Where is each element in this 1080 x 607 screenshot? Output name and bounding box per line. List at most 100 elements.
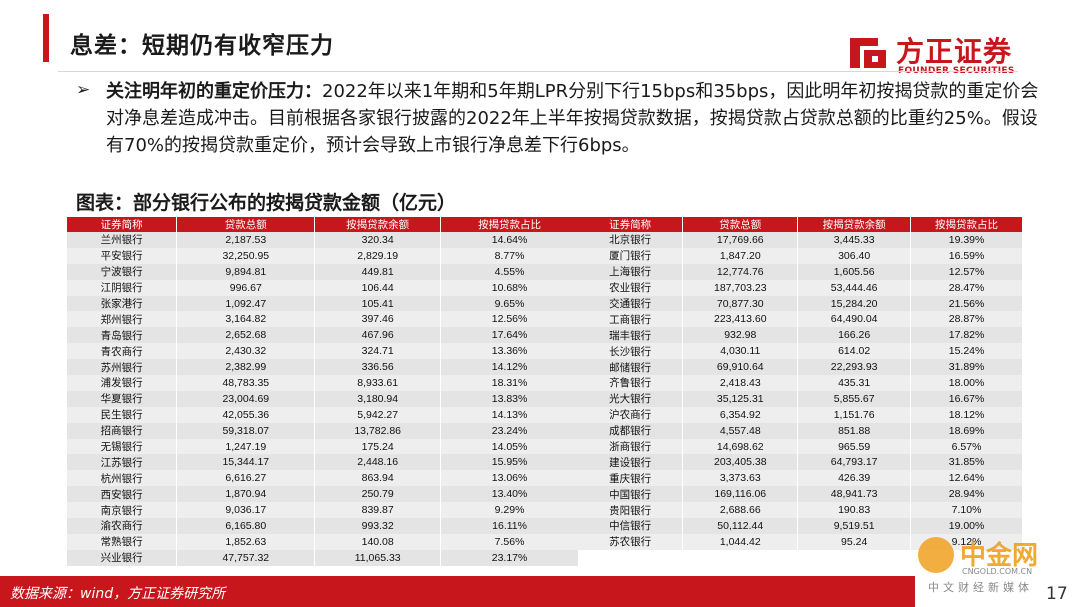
cell-total-loans: 70,877.30 (682, 295, 799, 312)
cell-total-loans: 4,557.48 (682, 422, 799, 439)
cell-mortgage-ratio: 13.40% (440, 486, 579, 503)
table-header-row: 证券简称 贷款总额 按揭贷款余额 按揭贷款占比 (578, 217, 1023, 232)
table-row: 张家港行 1,092.47 105.41 9.65% (67, 295, 579, 312)
cell-mortgage-balance: 95.24 (797, 533, 912, 550)
cell-total-loans: 15,344.17 (176, 454, 316, 471)
table-row: 中信银行 50,112.44 9,519.51 19.00% (578, 518, 1023, 534)
table-row: 华夏银行 23,004.69 3,180.94 13.83% (67, 390, 579, 407)
cell-total-loans: 32,250.95 (176, 247, 316, 264)
cell-total-loans: 14,698.62 (682, 438, 799, 455)
cell-mortgage-ratio: 18.12% (910, 406, 1023, 423)
cell-mortgage-ratio: 16.11% (440, 518, 579, 534)
left-mortgage-table: 证券简称 贷款总额 按揭贷款余额 按揭贷款占比 兰州银行 2,187.53 320.… (67, 217, 579, 566)
page-title: 息差：短期仍有收窄压力 (70, 33, 334, 59)
cell-name: 青农商行 (67, 343, 178, 360)
cell-total-loans: 1,044.42 (682, 533, 799, 550)
cell-name: 光大银行 (578, 390, 684, 407)
cell-name: 兰州银行 (67, 232, 178, 248)
cell-mortgage-ratio: 28.47% (910, 279, 1023, 296)
cell-name: 渝农商行 (67, 518, 178, 534)
cell-total-loans: 996.67 (176, 279, 316, 296)
cell-mortgage-ratio: 18.00% (910, 375, 1023, 391)
footer-bar (0, 576, 915, 607)
cell-mortgage-balance: 5,855.67 (797, 390, 912, 407)
cell-mortgage-balance: 426.39 (797, 470, 912, 487)
cell-name: 贵阳银行 (578, 502, 684, 519)
cell-name: 杭州银行 (67, 470, 178, 487)
cell-mortgage-ratio: 18.31% (440, 375, 579, 391)
cell-total-loans: 9,036.17 (176, 502, 316, 519)
cell-name: 沪农商行 (578, 406, 684, 423)
figure-title: 图表：部分银行公布的按揭贷款金额（亿元） (76, 192, 457, 214)
table-row: 苏州银行 2,382.99 336.56 14.12% (67, 359, 579, 376)
cell-total-loans: 932.98 (682, 327, 799, 344)
cell-mortgage-ratio: 23.24% (440, 422, 579, 439)
cell-name: 江苏银行 (67, 454, 178, 471)
table-row: 无锡银行 1,247.19 175.24 14.05% (67, 438, 579, 455)
watermark-en: CNGOLD.COM.CN (962, 567, 1033, 576)
table-row: 长沙银行 4,030.11 614.02 15.24% (578, 343, 1023, 360)
cell-mortgage-balance: 614.02 (797, 343, 912, 360)
cell-total-loans: 203,405.38 (682, 454, 799, 471)
table-row: 南京银行 9,036.17 839.87 9.29% (67, 502, 579, 519)
cell-mortgage-balance: 863.94 (314, 470, 442, 487)
table-row: 上海银行 12,774.76 1,605.56 12.57% (578, 263, 1023, 280)
cell-mortgage-ratio: 31.85% (910, 454, 1023, 471)
table-row: 浦发银行 48,783.35 8,933.61 18.31% (67, 375, 579, 391)
table-row: 齐鲁银行 2,418.43 435.31 18.00% (578, 375, 1023, 391)
cell-mortgage-ratio: 19.39% (910, 232, 1023, 248)
cell-mortgage-balance: 166.26 (797, 327, 912, 344)
cell-mortgage-ratio: 14.64% (440, 232, 579, 248)
cell-name: 长沙银行 (578, 343, 684, 360)
cell-name: 兴业银行 (67, 549, 178, 566)
cell-name: 青岛银行 (67, 327, 178, 344)
table-row: 招商银行 59,318.07 13,782.86 23.24% (67, 422, 579, 439)
cell-mortgage-balance: 250.79 (314, 486, 442, 503)
cell-mortgage-balance: 105.41 (314, 295, 442, 312)
cell-total-loans: 187,703.23 (682, 279, 799, 296)
cell-mortgage-ratio: 18.69% (910, 422, 1023, 439)
page-number: 17 (1046, 584, 1068, 604)
cell-total-loans: 3,164.82 (176, 311, 316, 328)
cell-mortgage-ratio: 14.13% (440, 406, 579, 423)
cell-mortgage-balance: 324.71 (314, 343, 442, 360)
table-row: 中国银行 169,116.06 48,941.73 28.94% (578, 486, 1023, 503)
cell-total-loans: 48,783.35 (176, 375, 316, 391)
cell-mortgage-ratio: 14.05% (440, 438, 579, 455)
cell-mortgage-ratio: 14.12% (440, 359, 579, 376)
table-row: 北京银行 17,769.66 3,445.33 19.39% (578, 232, 1023, 248)
watermark-cn: 中金网 (960, 541, 1039, 571)
cngold-watermark: 中金网 CNGOLD.COM.CN 中文财经新媒体 (918, 533, 1068, 594)
table-row: 贵阳银行 2,688.66 190.83 7.10% (578, 502, 1023, 519)
cell-name: 农业银行 (578, 279, 684, 296)
cell-mortgage-balance: 993.32 (314, 518, 442, 534)
cell-mortgage-balance: 3,445.33 (797, 232, 912, 248)
paragraph-lead: 关注明年初的重定价压力： (106, 81, 322, 102)
cell-mortgage-ratio: 8.77% (440, 247, 579, 264)
data-source: 数据来源：wind，方正证券研究所 (10, 586, 226, 602)
cell-name: 华夏银行 (67, 390, 178, 407)
cell-mortgage-ratio: 15.95% (440, 454, 579, 471)
cell-mortgage-balance: 336.56 (314, 359, 442, 376)
cell-mortgage-balance: 965.59 (797, 438, 912, 455)
founder-logo-icon (850, 38, 886, 68)
cell-mortgage-balance: 449.81 (314, 263, 442, 280)
cell-mortgage-ratio: 13.83% (440, 390, 579, 407)
cell-total-loans: 2,652.68 (176, 327, 316, 344)
table-row: 光大银行 35,125.31 5,855.67 16.67% (578, 390, 1023, 407)
cell-total-loans: 42,055.36 (176, 406, 316, 423)
cell-name: 平安银行 (67, 247, 178, 264)
cell-mortgage-balance: 64,490.04 (797, 311, 912, 328)
cell-total-loans: 3,373.63 (682, 470, 799, 487)
logo-cn-text: 方正证券 (896, 35, 1013, 68)
table-row: 农业银行 187,703.23 53,444.46 28.47% (578, 279, 1023, 296)
cell-name: 民生银行 (67, 406, 178, 423)
table-row: 建设银行 203,405.38 64,793.17 31.85% (578, 454, 1023, 471)
cell-mortgage-ratio: 21.56% (910, 295, 1023, 312)
table-row: 宁波银行 9,894.81 449.81 4.55% (67, 263, 579, 280)
cell-mortgage-ratio: 7.56% (440, 533, 579, 550)
cell-mortgage-ratio: 10.68% (440, 279, 579, 296)
table-row: 兰州银行 2,187.53 320.34 14.64% (67, 232, 579, 248)
cell-name: 苏农银行 (578, 533, 684, 550)
col-header-total-loans: 贷款总额 (682, 217, 799, 232)
